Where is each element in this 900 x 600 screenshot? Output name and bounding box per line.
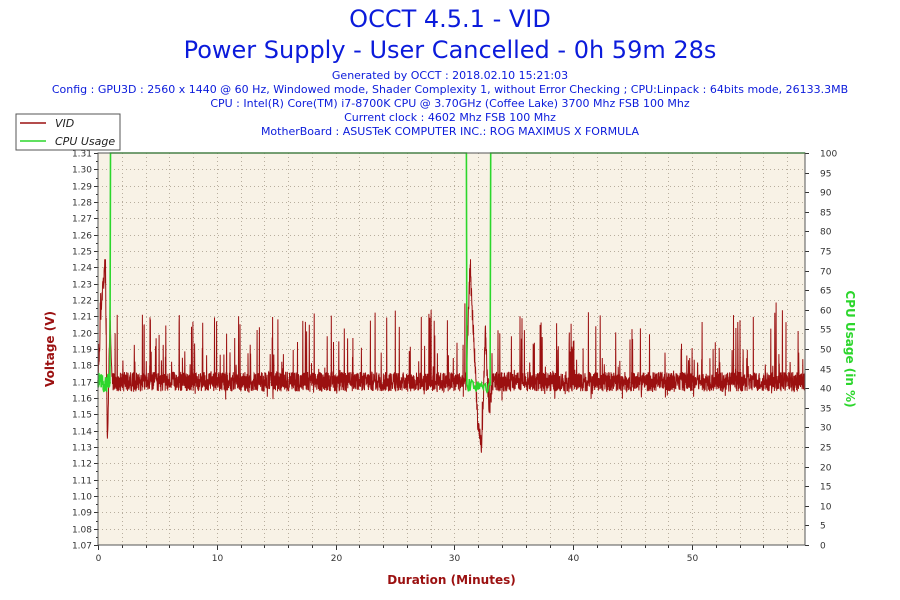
- y-tick-label: 1.27: [72, 215, 92, 225]
- y2-tick-label: 40: [820, 385, 832, 395]
- x-tick-label: 50: [687, 554, 699, 564]
- y2-tick-label: 20: [820, 464, 832, 474]
- x-tick-label: 0: [96, 554, 102, 564]
- y-tick-label: 1.16: [72, 395, 92, 405]
- y2-tick-label: 30: [820, 424, 832, 434]
- y-tick-label: 1.09: [72, 509, 92, 519]
- y2-tick-label: 70: [820, 268, 832, 278]
- x-tick-label: 40: [568, 554, 580, 564]
- cpu-usage-series-line: [97, 152, 805, 394]
- y-tick-label: 1.14: [72, 428, 92, 438]
- y2-tick-label: 75: [820, 248, 831, 258]
- y2-tick-label: 25: [820, 444, 831, 454]
- cpu-info-line: CPU : Intel(R) Core(TM) i7-8700K CPU @ 3…: [210, 97, 690, 110]
- y2-tick-label: 45: [820, 366, 831, 376]
- y-tick-label: 1.15: [72, 411, 92, 421]
- y2-tick-label: 65: [820, 287, 831, 297]
- y-tick-label: 1.23: [72, 281, 92, 291]
- y-tick-label: 1.25: [72, 248, 92, 258]
- y-tick-label: 1.28: [72, 199, 92, 209]
- plot-frame: [97, 152, 806, 546]
- legend-box: [15, 113, 121, 151]
- y-tick-label: 1.12: [72, 460, 92, 470]
- y-tick-label: 1.26: [72, 232, 92, 242]
- vid-series-line: [97, 259, 806, 453]
- y-tick-label: 1.21: [72, 313, 92, 323]
- config-line: Config : GPU3D : 2560 x 1440 @ 60 Hz, Wi…: [51, 83, 849, 96]
- motherboard-line: MotherBoard : ASUSTeK COMPUTER INC.: ROG…: [260, 125, 640, 138]
- y-axis-label: Voltage (V): [43, 311, 57, 387]
- y2-tick-label: 5: [820, 522, 826, 532]
- x-axis-label: Duration (Minutes): [387, 573, 515, 587]
- series-layer: [97, 152, 806, 453]
- y2-tick-label: 90: [820, 189, 832, 199]
- y-tick-label: 1.10: [72, 493, 92, 503]
- plot-area: [98, 153, 805, 545]
- y2-tick-label: 85: [820, 209, 831, 219]
- y2-tick-label: 80: [820, 228, 832, 238]
- y-tick-label: 1.11: [72, 477, 92, 487]
- axis-ticks: 1.07 1.08 1.09 1.10 1.11 1.12 1.13 1.14 1.15 1.16…: [72, 150, 837, 565]
- y-tick-label: 1.07: [72, 542, 92, 552]
- x-tick-label: 30: [449, 554, 461, 564]
- y-tick-label: 1.31: [72, 150, 92, 160]
- chart-title: OCCT 4.5.1 - VID: [349, 5, 551, 33]
- y2-tick-label: 15: [820, 483, 831, 493]
- y2-tick-label: 0: [820, 542, 826, 552]
- legend: VID CPU Usage: [15, 113, 121, 151]
- y2-axis-label: CPU Usage (in %): [843, 290, 857, 407]
- legend-vid-label: VID: [55, 117, 74, 130]
- y-tick-label: 1.08: [72, 526, 92, 536]
- y-tick-label: 1.20: [72, 330, 92, 340]
- y2-tick-label: 100: [820, 150, 837, 160]
- chart-subtitle: Power Supply - User Cancelled - 0h 59m 2…: [183, 36, 717, 64]
- y2-tick-label: 50: [820, 346, 832, 356]
- legend-cpu-label: CPU Usage: [55, 135, 115, 148]
- current-clock-line: Current clock : 4602 Mhz FSB 100 Mhz: [344, 111, 556, 124]
- y2-tick-label: 10: [820, 503, 832, 513]
- y-tick-label: 1.30: [72, 166, 92, 176]
- y-tick-label: 1.22: [72, 297, 92, 307]
- y2-tick-label: 60: [820, 307, 832, 317]
- y-tick-label: 1.18: [72, 362, 92, 372]
- x-tick-label: 20: [331, 554, 343, 564]
- y2-tick-label: 95: [820, 170, 831, 180]
- y2-tick-label: 35: [820, 405, 831, 415]
- generated-by-line: Generated by OCCT : 2018.02.10 15:21:03: [331, 69, 569, 82]
- y-tick-label: 1.17: [72, 379, 92, 389]
- y2-tick-label: 55: [820, 326, 831, 336]
- y-tick-label: 1.19: [72, 346, 92, 356]
- x-tick-label: 10: [212, 554, 224, 564]
- y-tick-label: 1.24: [72, 264, 92, 274]
- y-tick-label: 1.29: [72, 183, 92, 193]
- y-tick-label: 1.13: [72, 444, 92, 454]
